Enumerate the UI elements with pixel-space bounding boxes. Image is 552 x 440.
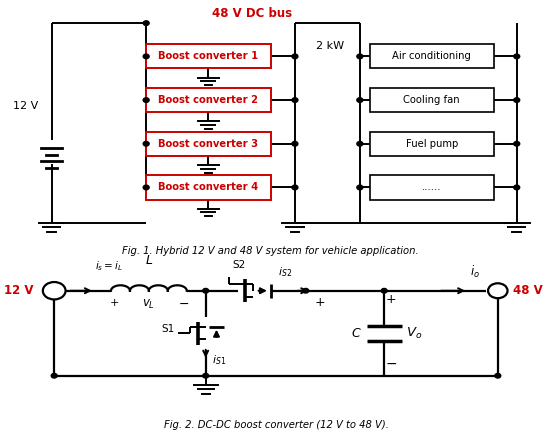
Text: Fig. 1. Hybrid 12 V and 48 V system for vehicle application.: Fig. 1. Hybrid 12 V and 48 V system for … — [123, 246, 419, 256]
Text: ......: ...... — [422, 183, 442, 192]
Text: 48 V: 48 V — [513, 284, 543, 297]
Circle shape — [514, 98, 519, 103]
Text: $+$: $+$ — [385, 293, 396, 306]
Text: Fig. 2. DC-DC boost converter (12 V to 48 V).: Fig. 2. DC-DC boost converter (12 V to 4… — [163, 420, 389, 430]
Bar — [370, 132, 494, 156]
Bar — [146, 176, 270, 199]
Circle shape — [203, 289, 209, 293]
Text: $v_L$: $v_L$ — [142, 297, 156, 311]
Text: Fuel pump: Fuel pump — [406, 139, 458, 149]
Circle shape — [143, 21, 149, 26]
Text: 48 V DC bus: 48 V DC bus — [211, 7, 291, 20]
Circle shape — [514, 185, 519, 190]
Text: $C$: $C$ — [351, 327, 362, 340]
Text: 12 V: 12 V — [13, 101, 39, 111]
Circle shape — [203, 374, 209, 378]
Text: $i_o$: $i_o$ — [470, 264, 480, 280]
Text: 12 V: 12 V — [4, 284, 34, 297]
Bar — [370, 44, 494, 69]
Circle shape — [357, 142, 363, 146]
Text: $i_s$$=$$i_L$: $i_s$$=$$i_L$ — [95, 260, 123, 273]
Text: $i_{S2}$: $i_{S2}$ — [278, 265, 292, 279]
Circle shape — [357, 98, 363, 103]
Text: 2 kW: 2 kW — [316, 41, 344, 51]
Circle shape — [357, 185, 363, 190]
Circle shape — [143, 54, 149, 59]
Text: $-$: $-$ — [178, 297, 189, 309]
Text: Boost converter 2: Boost converter 2 — [158, 95, 258, 105]
Circle shape — [381, 289, 387, 293]
Circle shape — [514, 54, 519, 59]
Text: S2: S2 — [233, 260, 246, 270]
Text: $-$: $-$ — [385, 356, 397, 370]
Bar — [146, 132, 270, 156]
Circle shape — [357, 54, 363, 59]
Bar — [370, 88, 494, 112]
Circle shape — [303, 289, 309, 293]
Circle shape — [143, 185, 149, 190]
Text: $+$: $+$ — [314, 297, 325, 309]
Circle shape — [292, 98, 298, 103]
Circle shape — [292, 185, 298, 190]
Text: Boost converter 1: Boost converter 1 — [158, 51, 258, 62]
Circle shape — [292, 54, 298, 59]
Circle shape — [292, 142, 298, 146]
Text: Cooling fan: Cooling fan — [404, 95, 460, 105]
Circle shape — [143, 142, 149, 146]
Circle shape — [514, 142, 519, 146]
Text: S1: S1 — [162, 324, 175, 334]
Text: $+$: $+$ — [109, 297, 119, 308]
Bar — [146, 88, 270, 112]
Text: Air conditioning: Air conditioning — [392, 51, 471, 62]
Bar — [146, 44, 270, 69]
Text: $i_{S1}$: $i_{S1}$ — [212, 353, 226, 367]
Circle shape — [51, 374, 57, 378]
Circle shape — [143, 98, 149, 103]
Text: $V_o$: $V_o$ — [406, 326, 422, 341]
Text: Boost converter 3: Boost converter 3 — [158, 139, 258, 149]
Text: Boost converter 4: Boost converter 4 — [158, 183, 258, 192]
Bar — [370, 176, 494, 199]
Text: $L$: $L$ — [145, 254, 153, 267]
Circle shape — [495, 374, 501, 378]
